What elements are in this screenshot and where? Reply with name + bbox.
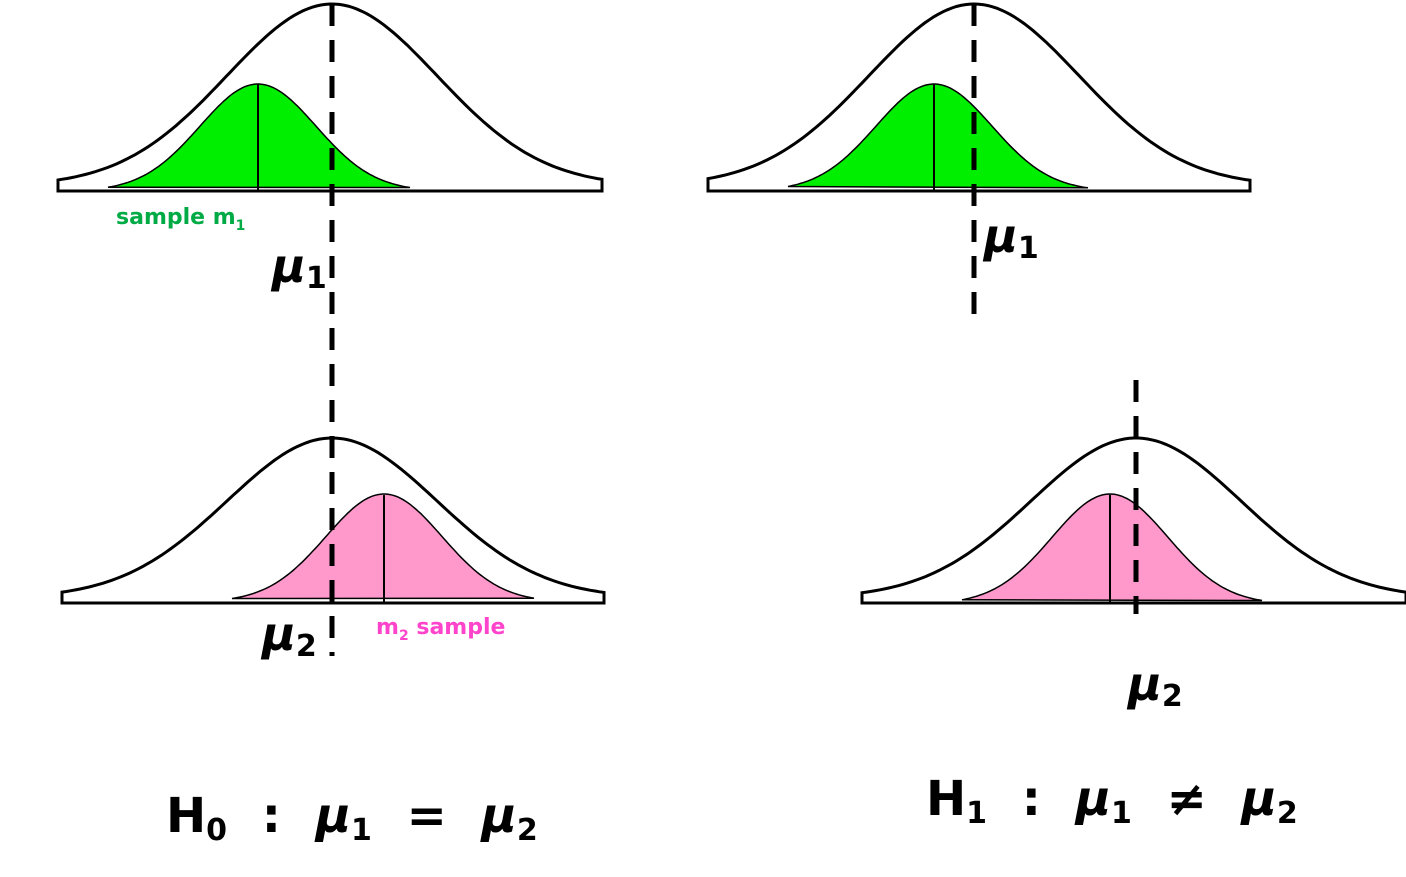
mu1-label-right: μ1 <box>982 209 1039 266</box>
sample2-curve-right <box>961 493 1263 602</box>
sample1-label: sample m1 <box>116 205 245 234</box>
population-curve-left-top <box>56 2 604 193</box>
mu2-label-left: μ2 <box>260 607 317 664</box>
population-curve-right-bottom <box>860 436 1406 605</box>
alternative-hypothesis: H1 : μ1 ≠ μ2 <box>926 771 1298 835</box>
mu1-label-left: μ1 <box>270 239 327 296</box>
mu2-label-right: μ2 <box>1126 657 1183 714</box>
population-curve-right-top <box>706 2 1252 193</box>
sample2-label: m2 sample <box>376 615 505 644</box>
null-hypothesis: H0 : μ1 = μ2 <box>166 788 538 852</box>
population-curve-left-bottom <box>60 436 606 605</box>
sample1-curve-right <box>787 83 1089 189</box>
